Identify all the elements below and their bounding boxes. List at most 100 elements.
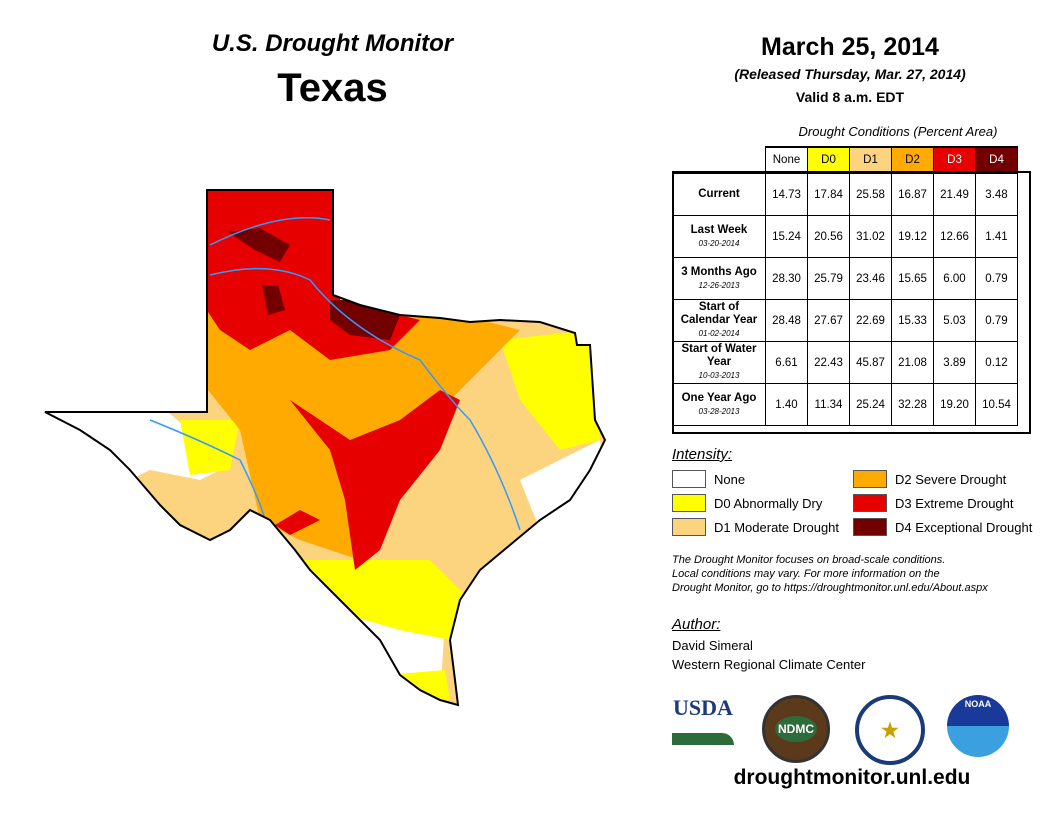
map-date: March 25, 2014	[761, 33, 939, 61]
d0-area-valley	[385, 670, 450, 700]
d2-area	[200, 300, 520, 560]
table-cell: 3.48	[975, 172, 1018, 216]
legend-swatch	[672, 518, 706, 536]
row-label: Current	[672, 172, 766, 216]
table-cell: 14.73	[765, 172, 808, 216]
table-cell: 28.30	[765, 257, 808, 300]
legend-label: D3 Extreme Drought	[895, 495, 1014, 511]
table-row: 3 Months Ago 12-26-2013 28.30 25.79 23.46 15.…	[672, 257, 1018, 300]
row-date: 10-03-2013	[698, 371, 740, 380]
legend-item: D0 Abnormally Dry	[672, 494, 822, 512]
texas-drought-map	[44, 189, 606, 706]
table-cell: 20.56	[807, 215, 850, 258]
d0-area-south	[290, 560, 470, 640]
noaa-logo-text: NOAA	[964, 699, 992, 709]
d4-area-central	[262, 285, 285, 315]
noaa-logo: NOAA	[947, 695, 1009, 757]
legend-item: D1 Moderate Drought	[672, 518, 839, 536]
table-cell: 11.34	[807, 383, 850, 426]
map-title: U.S. Drought Monitor	[211, 30, 454, 57]
col-none: None	[765, 146, 808, 174]
ndmc-logo-text: NDMC	[775, 716, 817, 742]
row-label-text: Start of Water Year	[681, 343, 757, 368]
usda-logo: USDA	[672, 695, 734, 757]
d3-area-central	[290, 390, 460, 570]
legend-swatch	[853, 494, 887, 512]
d0-area-west	[180, 420, 240, 475]
col-d1: D1	[849, 146, 892, 174]
table-cell: 15.65	[891, 257, 934, 300]
row-label-text: 3 Months Ago	[681, 265, 757, 278]
table-cell: 6.00	[933, 257, 976, 300]
table-caption: Drought Conditions (Percent Area)	[798, 124, 998, 139]
col-d0: D0	[807, 146, 850, 174]
row-label-text: Last Week	[690, 223, 748, 236]
table-cell: 25.79	[807, 257, 850, 300]
row-label: 3 Months Ago 12-26-2013	[672, 257, 766, 300]
author-org: Western Regional Climate Center	[672, 657, 866, 672]
none-area-west	[45, 400, 220, 490]
legend-title: Intensity:	[672, 446, 733, 463]
table-cell: 16.87	[891, 172, 934, 216]
table-cell: 23.46	[849, 257, 892, 300]
author-name: David Simeral	[672, 638, 753, 653]
table-row: One Year Ago 03-28-2013 1.40 11.34 25.24 32.2…	[672, 383, 1018, 426]
table-cell: 0.79	[975, 257, 1018, 300]
legend-label: None	[714, 471, 746, 487]
legend-swatch	[853, 470, 887, 488]
row-date: 03-28-2013	[698, 406, 740, 416]
table-cell: 5.03	[933, 299, 976, 342]
legend-swatch	[853, 518, 887, 536]
table-cell: 21.49	[933, 172, 976, 216]
legend-label: D0 Abnormally Dry	[714, 495, 823, 511]
col-d4: D4	[975, 146, 1018, 174]
table-cell: 17.84	[807, 172, 850, 216]
row-label-text: One Year Ago	[681, 391, 757, 404]
d0-area-east	[500, 330, 600, 450]
table-cell: 0.12	[975, 341, 1018, 384]
row-date: 01-02-2014	[698, 329, 740, 338]
table-cell: 0.79	[975, 299, 1018, 342]
table-cell: 19.12	[891, 215, 934, 258]
d4-area-north	[228, 228, 290, 262]
table-cell: 21.08	[891, 341, 934, 384]
table-row: Start of Water Year 10-03-2013 6.61 22.43 45…	[672, 341, 1018, 384]
website-link[interactable]: droughtmonitor.unl.edu	[733, 766, 971, 789]
row-date: 03-20-2014	[698, 238, 740, 248]
legend-label: D1 Moderate Drought	[714, 519, 840, 535]
col-d3: D3	[933, 146, 976, 174]
table-cell: 19.20	[933, 383, 976, 426]
release-date: (Released Thursday, Mar. 27, 2014)	[734, 66, 966, 82]
table-cell: 32.28	[891, 383, 934, 426]
table-row: Last Week 03-20-2014 15.24 20.56 31.02 19.12 1…	[672, 215, 1018, 258]
note-line: Drought Monitor, go to https://droughtmo…	[672, 582, 988, 594]
state-name: Texas	[277, 66, 388, 110]
author-title: Author:	[672, 616, 721, 633]
legend-label: D4 Exceptional Drought	[895, 519, 1033, 535]
table-cell: 12.66	[933, 215, 976, 258]
table-cell: 25.58	[849, 172, 892, 216]
table-cell: 22.43	[807, 341, 850, 384]
note-line: Local conditions may vary. For more info…	[672, 568, 940, 580]
table-cell: 27.67	[807, 299, 850, 342]
commerce-seal-logo: ★	[855, 695, 925, 765]
table-cell: 45.87	[849, 341, 892, 384]
table-cell: 25.24	[849, 383, 892, 426]
table-header-row: None D0 D1 D2 D3 D4	[673, 146, 1018, 174]
row-date: 12-26-2013	[698, 280, 740, 290]
table-cell: 31.02	[849, 215, 892, 258]
header-empty-cell	[673, 147, 766, 173]
table-cell: 22.69	[849, 299, 892, 342]
usda-logo-text: USDA	[673, 695, 733, 720]
row-label-text: Current	[698, 187, 740, 200]
drought-conditions-table: None D0 D1 D2 D3 D4 Current 14.73 17.84 25.…	[672, 146, 1018, 426]
table-row: Current 14.73 17.84 25.58 16.87 21.49 3.48	[672, 172, 1018, 216]
legend-item: D4 Exceptional Drought	[853, 518, 1032, 536]
note-line: The Drought Monitor focuses on broad-sca…	[672, 554, 946, 566]
valid-time: Valid 8 a.m. EDT	[795, 89, 905, 105]
table-cell: 28.48	[765, 299, 808, 342]
table-cell: 10.54	[975, 383, 1018, 426]
rivers	[149, 217, 521, 531]
table-cell: 1.41	[975, 215, 1018, 258]
